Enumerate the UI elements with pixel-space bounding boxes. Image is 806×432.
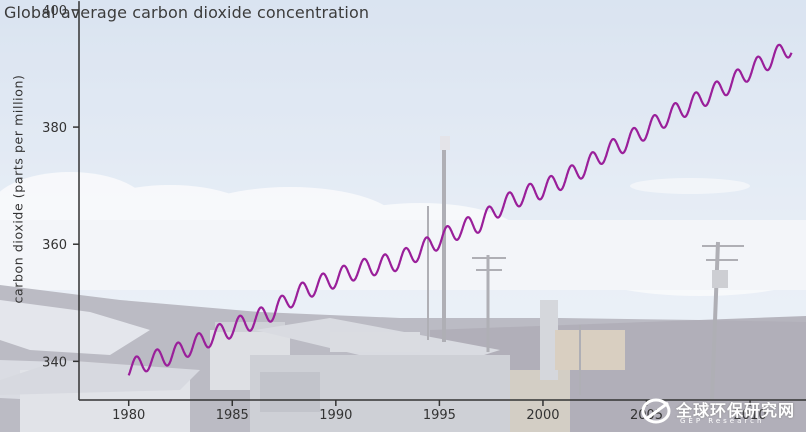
x-tick-label: 1995 [423,408,456,423]
watermark-logo-icon [641,398,671,424]
x-tick-label: 1990 [319,408,352,423]
observatory-buildings [0,300,625,432]
x-tick-label: 2000 [526,408,559,423]
y-tick-label: 340 [42,355,67,370]
watermark-brand: 全球环保研究网 [676,401,796,420]
x-tick-label: 1985 [216,408,249,423]
towers [427,136,744,401]
y-tick-label: 380 [42,121,67,136]
cloud-bank [0,172,806,296]
x-tick-label: 1980 [112,408,145,423]
co2-series-line [127,43,793,376]
x-tick-label: 2010 [734,408,767,423]
axes [78,1,806,401]
y-tick-label: 400 [42,4,67,19]
y-tick-label: 360 [42,238,67,253]
watermark: 全球环保研究网 GEP Research [640,397,804,429]
y-axis-label: carbon dioxide (parts per million) [10,74,26,304]
watermark-sub: GEP Research [680,417,765,425]
chart-title: Global average carbon dioxide concentrat… [4,3,370,22]
